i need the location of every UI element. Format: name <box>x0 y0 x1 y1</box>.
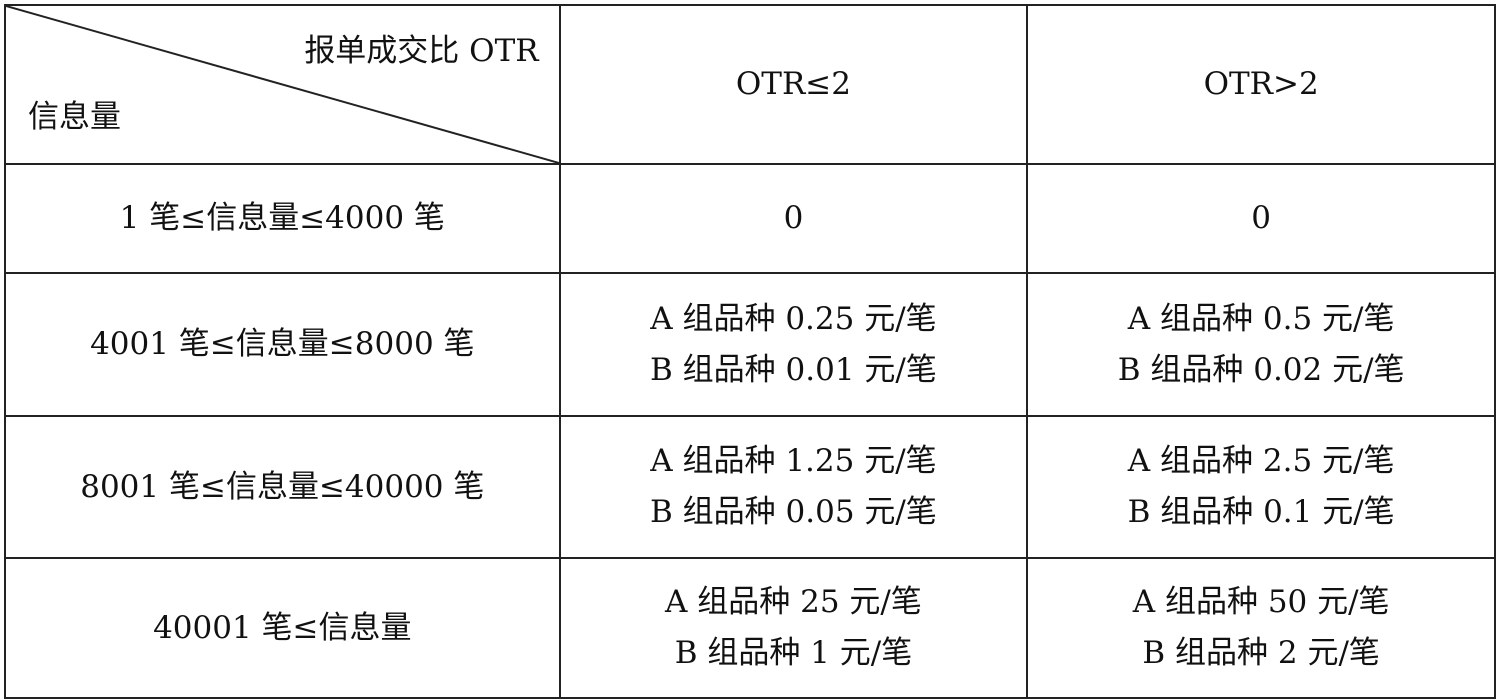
fee-b: B 组品种 0.05 元/笔 <box>650 494 937 530</box>
fee-cell: 0 <box>1026 163 1496 274</box>
fee-a: A 组品种 0.5 元/笔 <box>1127 300 1395 337</box>
fee-cell: A 组品种 50 元/笔 B 组品种 2 元/笔 <box>1026 557 1496 699</box>
header-otr-le-2: OTR≤2 <box>558 4 1029 165</box>
column-axis-label: 报单成交比 OTR <box>304 33 539 69</box>
table-row: 1 笔≤信息量≤4000 笔 0 0 <box>4 163 1496 274</box>
fee-a: A 组品种 0.25 元/笔 <box>650 300 937 337</box>
fee-a: A 组品种 2.5 元/笔 <box>1127 443 1395 480</box>
fee-cell: 0 <box>558 163 1029 274</box>
range-cell: 8001 笔≤信息量≤40000 笔 <box>4 415 561 559</box>
fee-b: B 组品种 0.1 元/笔 <box>1127 494 1395 530</box>
table-row: 8001 笔≤信息量≤40000 笔 A 组品种 1.25 元/笔 B 组品种 0… <box>4 415 1496 559</box>
range-cell: 1 笔≤信息量≤4000 笔 <box>4 163 561 274</box>
fee-value: 0 <box>783 200 804 237</box>
fee-cell: A 组品种 2.5 元/笔 B 组品种 0.1 元/笔 <box>1026 415 1496 559</box>
range-cell: 4001 笔≤信息量≤8000 笔 <box>4 272 561 417</box>
fee-b: B 组品种 1 元/笔 <box>674 635 913 671</box>
diagonal-header-cell: 报单成交比 OTR 信息量 <box>4 4 561 165</box>
fee-b: B 组品种 0.02 元/笔 <box>1117 351 1405 388</box>
fee-b: B 组品种 0.01 元/笔 <box>650 351 937 388</box>
fee-value: 0 <box>1251 200 1272 237</box>
fee-b: B 组品种 2 元/笔 <box>1142 635 1380 671</box>
header-row: 报单成交比 OTR 信息量 OTR≤2 OTR>2 <box>4 4 1496 165</box>
fee-cell: A 组品种 0.25 元/笔 B 组品种 0.01 元/笔 <box>558 272 1029 417</box>
row-axis-label: 信息量 <box>28 99 121 135</box>
fee-cell: A 组品种 0.5 元/笔 B 组品种 0.02 元/笔 <box>1026 272 1496 417</box>
range-cell: 40001 笔≤信息量 <box>4 557 561 699</box>
fee-cell: A 组品种 1.25 元/笔 B 组品种 0.05 元/笔 <box>558 415 1029 559</box>
fee-a: A 组品种 50 元/笔 <box>1132 584 1390 621</box>
fee-a: A 组品种 25 元/笔 <box>665 584 922 621</box>
header-otr-gt-2: OTR>2 <box>1026 4 1496 165</box>
diagonal-line <box>6 6 559 163</box>
fee-table: 报单成交比 OTR 信息量 OTR≤2 OTR>2 1 笔≤信息量≤4000 笔… <box>4 4 1496 699</box>
fee-a: A 组品种 1.25 元/笔 <box>650 443 937 480</box>
table-row: 40001 笔≤信息量 A 组品种 25 元/笔 B 组品种 1 元/笔 A 组品… <box>4 557 1496 699</box>
table-row: 4001 笔≤信息量≤8000 笔 A 组品种 0.25 元/笔 B 组品种 0.… <box>4 272 1496 417</box>
fee-cell: A 组品种 25 元/笔 B 组品种 1 元/笔 <box>558 557 1029 699</box>
